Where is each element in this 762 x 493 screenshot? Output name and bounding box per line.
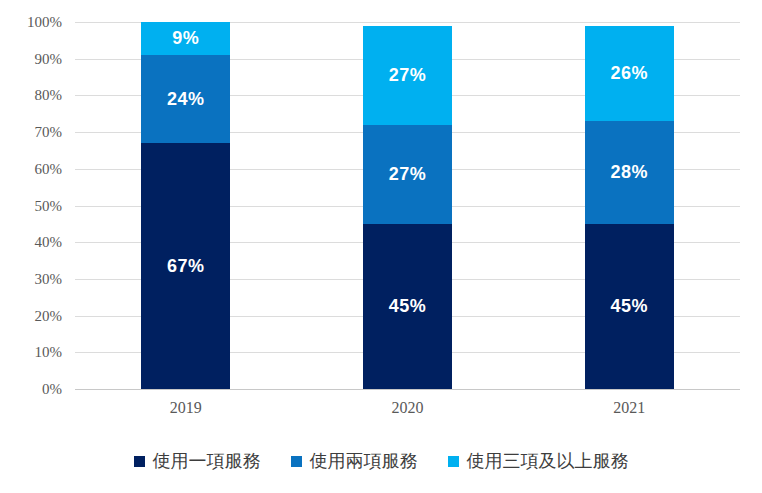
data-label: 26% bbox=[610, 63, 648, 84]
bar-segment-2021-series-2: 28% bbox=[585, 121, 674, 224]
y-tick-label: 0% bbox=[2, 380, 62, 398]
x-axis-line bbox=[75, 389, 740, 390]
y-tick-label: 80% bbox=[2, 86, 62, 104]
legend-marker-icon bbox=[448, 456, 459, 467]
bar-segment-2021-series-3: 26% bbox=[585, 26, 674, 121]
data-label: 24% bbox=[167, 89, 205, 110]
bar-2019: 67% 24% 9% bbox=[141, 22, 230, 389]
stacked-bar-chart: 67% 24% 9% 45% 27% 27% 45% 28% 26% 0% 10% 20% 30% 40… bbox=[0, 0, 762, 493]
legend-item-3: 使用三項及以上服務 bbox=[448, 449, 629, 473]
x-tick-label: 2021 bbox=[569, 399, 689, 417]
y-tick-label: 30% bbox=[2, 270, 62, 288]
y-tick-label: 100% bbox=[2, 13, 62, 31]
legend-marker-icon bbox=[134, 456, 145, 467]
y-tick-label: 20% bbox=[2, 307, 62, 325]
x-tick-label: 2020 bbox=[348, 399, 468, 417]
bar-2020: 45% 27% 27% bbox=[363, 22, 452, 389]
legend-label: 使用一項服務 bbox=[153, 449, 261, 473]
y-tick-label: 10% bbox=[2, 343, 62, 361]
bar-segment-2019-series-1: 67% bbox=[141, 143, 230, 389]
legend: 使用一項服務 使用兩項服務 使用三項及以上服務 bbox=[0, 449, 762, 473]
data-label: 27% bbox=[389, 65, 427, 86]
y-tick-label: 50% bbox=[2, 197, 62, 215]
bar-segment-2020-series-1: 45% bbox=[363, 224, 452, 389]
bar-segment-2019-series-2: 24% bbox=[141, 55, 230, 143]
bar-segment-2020-series-3: 27% bbox=[363, 26, 452, 125]
data-label: 45% bbox=[610, 296, 648, 317]
data-label: 67% bbox=[167, 256, 205, 277]
y-tick-label: 40% bbox=[2, 233, 62, 251]
data-label: 9% bbox=[172, 28, 199, 49]
legend-label: 使用兩項服務 bbox=[310, 449, 418, 473]
y-tick-label: 60% bbox=[2, 160, 62, 178]
bar-segment-2019-series-3: 9% bbox=[141, 22, 230, 55]
legend-item-1: 使用一項服務 bbox=[134, 449, 261, 473]
bar-segment-2021-series-1: 45% bbox=[585, 224, 674, 389]
y-tick-label: 90% bbox=[2, 50, 62, 68]
bar-segment-2020-series-2: 27% bbox=[363, 125, 452, 224]
data-label: 27% bbox=[389, 164, 427, 185]
y-tick-label: 70% bbox=[2, 123, 62, 141]
legend-marker-icon bbox=[291, 456, 302, 467]
data-label: 28% bbox=[610, 162, 648, 183]
bar-2021: 45% 28% 26% bbox=[585, 22, 674, 389]
plot-area: 67% 24% 9% 45% 27% 27% 45% 28% 26% bbox=[75, 22, 740, 389]
x-tick-label: 2019 bbox=[126, 399, 246, 417]
legend-label: 使用三項及以上服務 bbox=[467, 449, 629, 473]
legend-item-2: 使用兩項服務 bbox=[291, 449, 418, 473]
data-label: 45% bbox=[389, 296, 427, 317]
